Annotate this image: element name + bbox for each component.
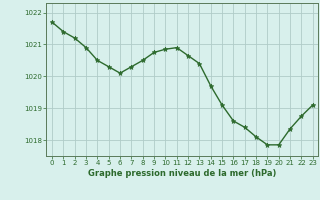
X-axis label: Graphe pression niveau de la mer (hPa): Graphe pression niveau de la mer (hPa)	[88, 169, 276, 178]
